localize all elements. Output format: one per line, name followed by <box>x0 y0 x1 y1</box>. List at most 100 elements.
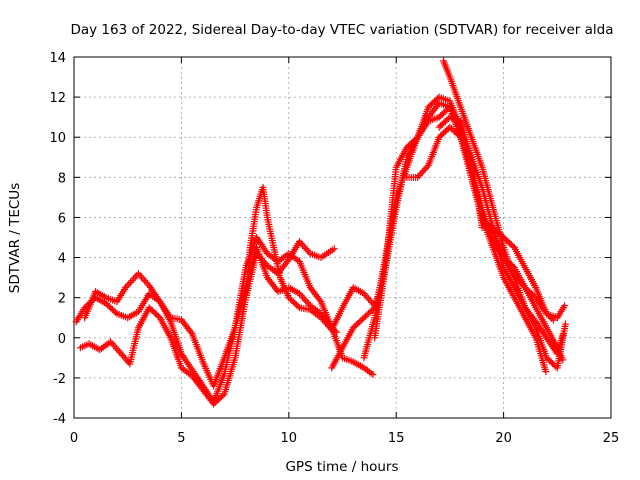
data-point <box>455 132 463 140</box>
data-point <box>297 291 305 299</box>
data-point <box>420 166 428 174</box>
data-point <box>302 297 310 305</box>
data-point <box>142 278 150 286</box>
data-point <box>114 346 122 354</box>
data-point <box>520 282 528 290</box>
data-point <box>300 295 308 303</box>
data-point <box>305 248 313 256</box>
data-point <box>111 308 119 316</box>
data-point <box>369 371 377 379</box>
y-tick-label: 4 <box>58 252 66 267</box>
data-point <box>139 275 147 283</box>
data-point <box>134 270 142 278</box>
data-point <box>418 168 426 176</box>
data-points <box>72 57 569 408</box>
y-axis: -4 -2 0 2 4 6 8 10 12 14 <box>49 51 611 427</box>
data-point <box>548 315 556 323</box>
x-tick-label: 15 <box>388 431 405 446</box>
data-point <box>360 290 368 298</box>
data-point <box>260 258 268 266</box>
grid <box>74 57 611 418</box>
x-axis-label: GPS time / hours <box>285 459 398 475</box>
data-point <box>108 340 116 348</box>
data-point <box>363 293 371 301</box>
data-point <box>130 275 138 283</box>
data-point <box>423 163 431 171</box>
data-point <box>136 271 144 279</box>
data-point <box>303 246 311 254</box>
data-point <box>111 343 119 351</box>
data-point <box>125 280 133 288</box>
data-point <box>317 314 325 322</box>
data-point <box>549 316 557 324</box>
x-tick-label: 10 <box>281 431 298 446</box>
data-point <box>141 276 149 284</box>
data-point <box>256 253 264 261</box>
series-track-10 <box>403 123 550 376</box>
data-point <box>330 245 338 253</box>
plot-frame <box>73 56 612 419</box>
data-point <box>305 300 313 308</box>
series-track-8 <box>439 57 567 364</box>
data-point <box>366 297 374 305</box>
x-tick-label: 5 <box>177 431 185 446</box>
series-track-3 <box>81 234 377 406</box>
y-tick-label: 14 <box>49 51 66 66</box>
data-point <box>542 368 550 376</box>
data-point <box>294 302 302 310</box>
data-point <box>107 338 115 346</box>
data-point <box>262 260 270 268</box>
data-point <box>144 280 152 288</box>
x-tick-label: 25 <box>603 431 620 446</box>
data-point <box>561 302 569 310</box>
chart-title: Day 163 of 2022, Sidereal Day-to-day VTE… <box>70 22 613 38</box>
data-point <box>253 250 261 258</box>
y-tick-label: 10 <box>49 131 66 146</box>
data-point <box>302 244 310 252</box>
data-point <box>116 348 124 356</box>
data-point <box>296 290 304 298</box>
data-point <box>421 165 429 173</box>
data-point <box>414 173 422 181</box>
data-point <box>322 319 330 327</box>
y-tick-label: 2 <box>58 292 66 307</box>
data-point <box>297 239 305 247</box>
data-point <box>254 251 262 259</box>
y-tick-label: 12 <box>49 91 66 106</box>
data-point <box>138 273 146 281</box>
data-point <box>323 321 331 329</box>
data-point <box>417 170 425 178</box>
data-point <box>219 391 227 399</box>
data-point <box>543 310 551 318</box>
data-point <box>561 320 569 328</box>
data-point <box>296 238 304 246</box>
x-tick-label: 0 <box>70 431 78 446</box>
data-point <box>362 291 370 299</box>
y-tick-label: 8 <box>58 171 66 186</box>
data-point <box>131 273 139 281</box>
data-point <box>259 256 267 264</box>
data-point <box>110 341 118 349</box>
data-point <box>257 255 265 263</box>
data-point <box>299 241 307 249</box>
data-point <box>559 356 567 364</box>
data-point <box>300 243 308 251</box>
y-tick-label: -4 <box>53 412 66 427</box>
data-point <box>544 311 552 319</box>
x-tick-label: 20 <box>495 431 512 446</box>
data-point <box>126 278 134 286</box>
data-point <box>368 298 376 306</box>
data-point <box>320 317 328 325</box>
y-tick-label: -2 <box>53 372 66 387</box>
data-point <box>128 277 136 285</box>
data-point <box>415 172 423 180</box>
data-point <box>546 313 554 321</box>
data-point <box>299 293 307 301</box>
x-axis: 0 5 10 15 20 25 <box>70 57 619 446</box>
data-point <box>319 315 327 323</box>
y-tick-label: 0 <box>58 332 66 347</box>
data-point <box>303 298 311 306</box>
y-axis-label: SDTVAR / TECUs <box>7 183 23 293</box>
y-tick-label: 6 <box>58 211 66 226</box>
